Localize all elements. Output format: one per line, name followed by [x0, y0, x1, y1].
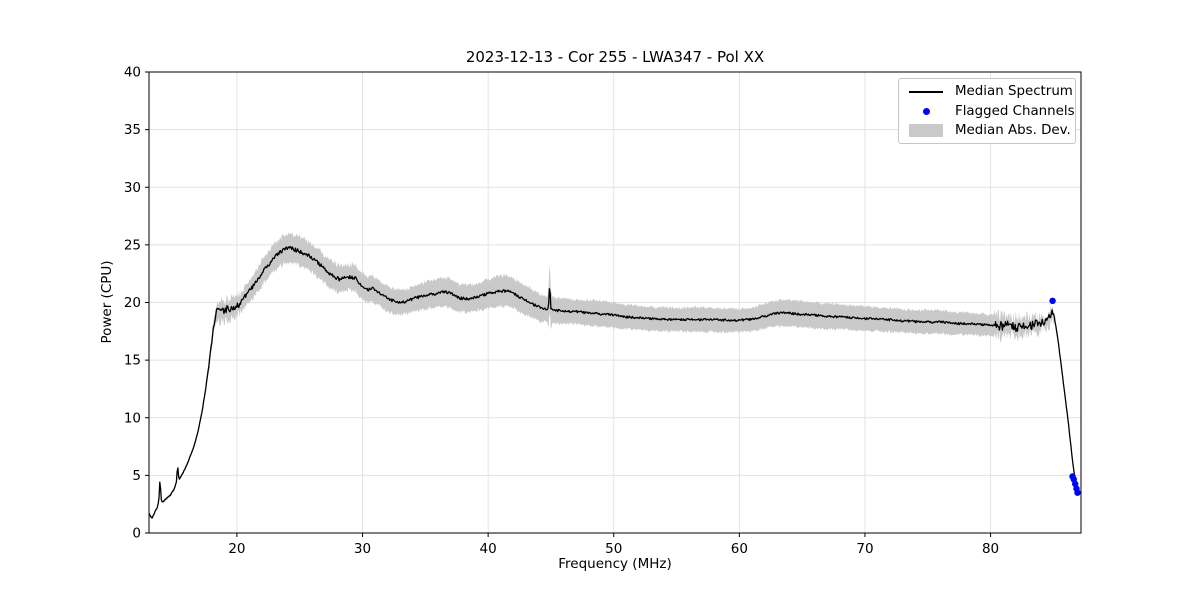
legend-box: Median Spectrum Flagged Channels Median …	[898, 78, 1076, 144]
legend-patch-swatch	[909, 123, 943, 137]
y-tick-label: 40	[124, 65, 141, 81]
legend-line-swatch	[909, 90, 943, 93]
legend-row-flagged-channels: Flagged Channels	[905, 102, 1075, 121]
y-axis-label: Power (CPU)	[99, 260, 115, 344]
x-tick-label: 70	[856, 541, 873, 557]
y-tick-label: 15	[124, 353, 141, 369]
x-axis-label: Frequency (MHz)	[558, 556, 672, 572]
y-tick-label: 5	[132, 468, 141, 484]
x-tick-label: 20	[228, 541, 245, 557]
flagged-channel-dot	[1049, 297, 1056, 304]
mad-band	[149, 232, 1056, 519]
x-tick-label: 40	[480, 541, 497, 557]
x-tick-label: 50	[605, 541, 622, 557]
y-tick-label: 20	[124, 295, 141, 311]
legend-label-median-spectrum: Median Spectrum	[955, 84, 1073, 100]
legend-marker-swatch	[922, 107, 930, 115]
legend-row-median-spectrum: Median Spectrum	[905, 82, 1073, 101]
median-spectrum-line	[148, 246, 1079, 519]
plot-title: 2023-12-13 - Cor 255 - LWA347 - Pol XX	[465, 48, 765, 66]
legend-label-median-abs-dev: Median Abs. Dev.	[955, 122, 1071, 138]
x-tick-label: 60	[731, 541, 748, 557]
x-tick-label: 30	[354, 541, 371, 557]
legend-row-median-abs-dev: Median Abs. Dev.	[905, 121, 1071, 140]
y-tick-label: 0	[132, 526, 141, 542]
y-tick-label: 25	[124, 237, 141, 253]
y-tick-label: 10	[124, 410, 141, 426]
legend-label-flagged-channels: Flagged Channels	[955, 103, 1075, 119]
flagged-channel-dot	[1074, 489, 1081, 496]
y-tick-label: 35	[124, 122, 141, 138]
x-tick-label: 80	[982, 541, 999, 557]
y-tick-label: 30	[124, 180, 141, 196]
